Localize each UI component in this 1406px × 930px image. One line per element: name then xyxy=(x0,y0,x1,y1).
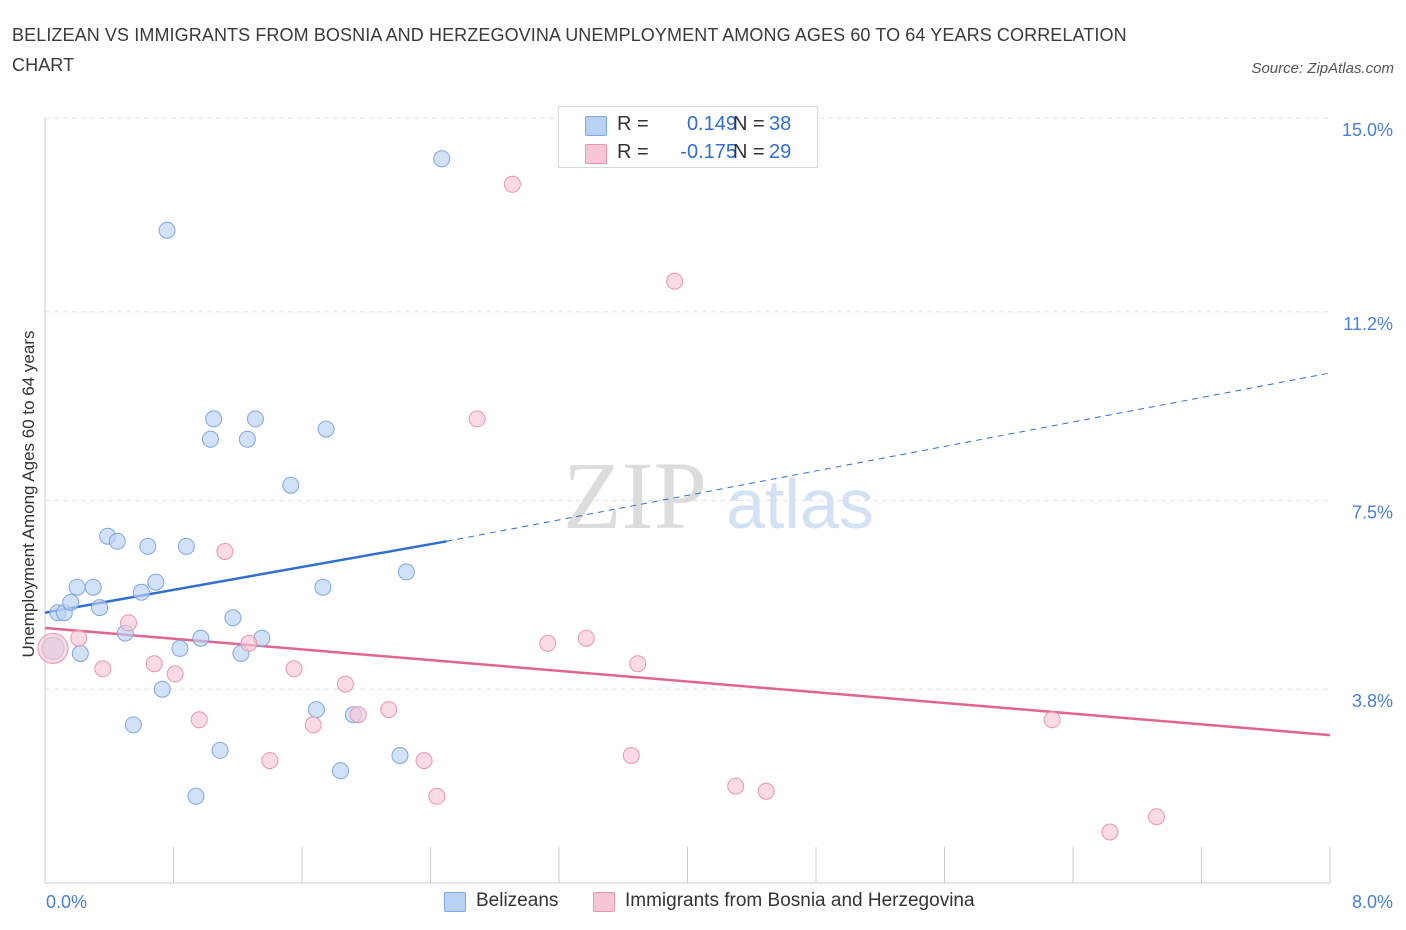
chart-title: BELIZEAN VS IMMIGRANTS FROM BOSNIA AND H… xyxy=(12,25,1127,75)
belizean-point xyxy=(171,639,189,657)
legend-n-label: N = xyxy=(733,141,765,163)
trend-lines xyxy=(44,372,1331,737)
axis-layer xyxy=(44,118,1331,884)
belizean-point xyxy=(224,609,242,627)
immigrant-point xyxy=(336,675,354,693)
immigrant-point xyxy=(166,665,184,683)
belizean-point xyxy=(317,420,335,438)
points xyxy=(37,150,1166,841)
immigrant-point xyxy=(145,655,163,673)
legend-r-value: 0.149 xyxy=(686,113,737,135)
immigrant-point xyxy=(94,660,112,678)
immigrant-point xyxy=(304,716,322,734)
belizean-point xyxy=(158,221,176,239)
belizean-point xyxy=(201,430,219,448)
immigrant-point xyxy=(120,614,138,632)
belizean-point xyxy=(91,599,109,617)
belizean-trend-line xyxy=(44,540,447,614)
belizean-point xyxy=(391,747,409,764)
y-axis-label: Unemployment Among Ages 60 to 64 years xyxy=(19,331,38,658)
immigrant-point xyxy=(629,655,647,673)
immigrant-point xyxy=(1148,808,1166,826)
legend-r-label: R = xyxy=(617,113,649,135)
belizean-point xyxy=(147,573,165,591)
belizean-point xyxy=(238,430,256,448)
belizean-point xyxy=(246,410,264,428)
watermark: ZIP atlas xyxy=(563,442,874,549)
correlation-legend: R = 0.149 N = 38 R = -0.175 N = 29 xyxy=(558,106,818,168)
belizean-point xyxy=(153,680,171,698)
belizean-point xyxy=(84,578,102,596)
belizean-point xyxy=(187,787,205,805)
watermark-atlas: atlas xyxy=(726,465,874,543)
belizean-point xyxy=(62,594,80,611)
legend-label-belizeans: Belizeans xyxy=(476,890,559,911)
belizean-point xyxy=(71,645,89,662)
source-label: Source: ZipAtlas.com xyxy=(1251,60,1394,77)
immigrant-point xyxy=(1101,823,1119,841)
immigrant-point xyxy=(468,410,486,428)
belizean-point xyxy=(314,578,332,596)
tick-labels: 3.8% 7.5% 11.2% 15.0% 0.0% 8.0% xyxy=(46,120,1393,912)
y-tick-label: 7.5% xyxy=(1352,503,1393,523)
immigrant-point xyxy=(428,787,446,805)
y-tick-label: 15.0% xyxy=(1342,120,1393,140)
immigrant-point xyxy=(577,629,595,647)
immigrant-point xyxy=(285,660,303,678)
immigrant-point xyxy=(240,634,258,652)
immigrant-point xyxy=(415,752,433,770)
belizean-point xyxy=(192,629,210,647)
legend-swatch-blue xyxy=(444,892,466,912)
belizean-point xyxy=(307,701,325,719)
immigrant-point xyxy=(539,634,557,652)
legend-n-value: 29 xyxy=(769,141,792,163)
immigrant-point xyxy=(216,543,234,560)
legend-swatch-pink xyxy=(593,892,615,912)
belizean-point xyxy=(177,537,195,555)
watermark-zip: ZIP xyxy=(563,442,707,549)
belizean-trend-extension xyxy=(446,372,1331,542)
immigrant-point xyxy=(666,272,684,290)
legend-swatch-pink xyxy=(585,144,607,164)
immigrant-point xyxy=(1043,711,1061,729)
immigrant-point xyxy=(349,706,367,724)
belizean-point xyxy=(139,537,157,555)
immigrant-point xyxy=(261,752,279,770)
belizean-point xyxy=(68,578,86,596)
y-tick-label: 11.2% xyxy=(1343,314,1393,334)
grid-layer xyxy=(45,117,1330,690)
immigrant-trend-line xyxy=(44,626,1331,737)
belizean-point xyxy=(205,410,223,428)
belizean-point xyxy=(124,716,142,734)
belizean-point xyxy=(397,563,415,581)
x-tick-label: 0.0% xyxy=(46,892,87,912)
legend-r-label: R = xyxy=(617,141,649,163)
legend-n-value: 38 xyxy=(769,113,792,135)
belizean-point xyxy=(433,150,451,168)
legend-r-value: -0.175 xyxy=(680,141,737,163)
belizean-point xyxy=(282,476,300,494)
series-legend: Belizeans Immigrants from Bosnia and Her… xyxy=(0,888,1406,916)
immigrant-point xyxy=(622,747,640,764)
immigrant-point xyxy=(37,632,69,664)
legend-swatch-blue xyxy=(585,116,607,136)
immigrant-point xyxy=(727,777,745,795)
y-tick-label: 3.8% xyxy=(1352,691,1393,711)
belizean-point xyxy=(132,583,150,601)
legend-label-immigrants: Immigrants from Bosnia and Herzegovina xyxy=(625,890,975,911)
immigrant-point xyxy=(757,782,775,800)
x-tick-label: 8.0% xyxy=(1352,892,1393,912)
immigrant-point xyxy=(503,175,521,193)
belizean-point xyxy=(211,741,229,759)
immigrant-point xyxy=(70,629,88,647)
belizean-point xyxy=(332,762,350,780)
belizean-point xyxy=(108,532,126,550)
immigrant-point xyxy=(190,711,208,729)
immigrant-point xyxy=(380,701,398,719)
legend-n-label: N = xyxy=(733,113,765,135)
